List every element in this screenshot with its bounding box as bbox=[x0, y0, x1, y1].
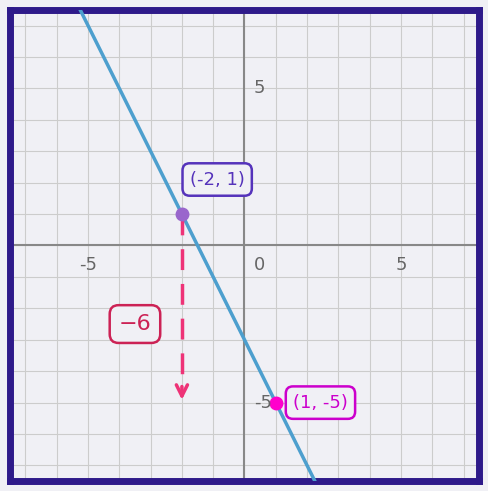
Text: 0: 0 bbox=[253, 256, 264, 274]
Text: (1, -5): (1, -5) bbox=[292, 394, 347, 411]
Text: -5: -5 bbox=[253, 394, 271, 411]
Text: -5: -5 bbox=[79, 256, 97, 274]
Text: −6: −6 bbox=[119, 314, 151, 334]
Text: 5: 5 bbox=[394, 256, 406, 274]
Text: 5: 5 bbox=[253, 80, 265, 97]
Text: (-2, 1): (-2, 1) bbox=[189, 170, 244, 189]
